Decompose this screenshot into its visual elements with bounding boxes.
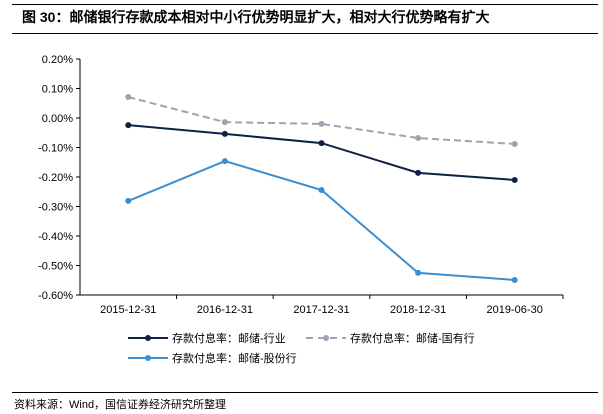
legend-label: 存款付息率：邮储-行业 (172, 331, 286, 345)
data-point (415, 135, 422, 142)
y-tick-label: -0.10% (38, 143, 73, 155)
data-point (511, 176, 518, 183)
y-tick-label: 0.00% (42, 113, 73, 125)
source-rule (12, 392, 598, 393)
data-point (221, 158, 228, 165)
data-point (511, 276, 518, 283)
data-point (125, 94, 132, 101)
y-tick-label: 0.10% (42, 84, 73, 96)
chart-title: 图 30：邮储银行存款成本相对中小行优势明显扩大，相对大行优势略有扩大 (22, 9, 490, 25)
x-tick-label: 2016-12-31 (197, 304, 253, 316)
legend-marker (145, 355, 151, 361)
data-point (221, 130, 228, 137)
data-point (221, 119, 228, 126)
data-point (511, 140, 518, 147)
data-point (125, 122, 132, 129)
data-point (318, 140, 325, 147)
y-tick-label: -0.20% (38, 172, 73, 184)
series-line (128, 96, 515, 145)
series-line (127, 160, 515, 281)
y-tick-label: -0.50% (38, 261, 73, 273)
y-tick-label: -0.60% (38, 290, 73, 302)
data-point (415, 169, 422, 176)
x-tick-label: 2018-12-31 (390, 304, 446, 316)
source-note: 资料来源：Wind，国信证券经济研究所整理 (14, 399, 227, 411)
legend-label: 存款付息率：邮储-股份行 (172, 351, 297, 365)
data-point (125, 197, 132, 204)
data-point (318, 186, 325, 193)
x-tick-label: 2017-12-31 (293, 304, 349, 316)
x-tick-label: 2019-06-30 (487, 304, 543, 316)
title-rule (12, 33, 598, 34)
y-tick-label: -0.30% (38, 202, 73, 214)
x-tick-label: 2015-12-31 (100, 304, 156, 316)
data-point (318, 120, 325, 127)
legend-label: 存款付息率：邮储-国有行 (350, 331, 475, 345)
legend-marker (323, 335, 329, 341)
data-point (415, 269, 422, 276)
y-tick-label: -0.40% (38, 231, 73, 243)
series-line (128, 124, 515, 181)
y-tick-label: 0.20% (42, 54, 73, 66)
legend-marker (145, 335, 151, 341)
top-rule (12, 4, 598, 5)
